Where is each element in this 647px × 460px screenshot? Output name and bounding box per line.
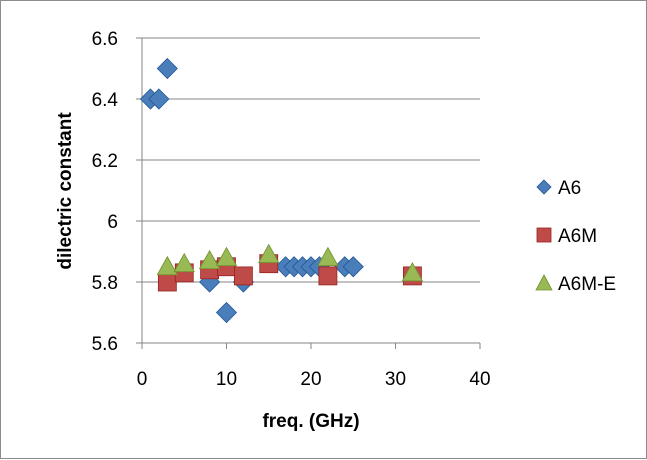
legend-marker	[536, 179, 552, 195]
legend-item: A6M	[536, 226, 597, 247]
data-point	[342, 256, 364, 278]
axes	[136, 37, 481, 349]
legend-item: A6M-E	[535, 274, 616, 295]
series-a6m-e	[156, 243, 424, 282]
data-point	[258, 243, 280, 263]
legend-item: A6	[536, 178, 581, 199]
x-tick-label: 40	[469, 369, 490, 390]
y-tick-label: 6.4	[92, 90, 119, 111]
legend-marker	[536, 227, 552, 243]
data-point	[215, 301, 238, 324]
data-point	[156, 255, 179, 276]
data-point	[198, 249, 221, 270]
y-tick-label: 5.6	[92, 334, 118, 355]
legend: A6 A6M A6M-E	[535, 178, 616, 295]
legend-label: A6	[558, 178, 581, 199]
data-point	[148, 88, 170, 110]
y-tick-label: 6.6	[92, 29, 118, 50]
data-point	[173, 252, 195, 273]
legend-label: A6M-E	[558, 274, 616, 295]
data-point	[157, 272, 177, 292]
data-point	[318, 266, 338, 286]
y-tick-label: 6	[107, 212, 118, 233]
tick-labels: 5.6 5.8 6 6.2 6.4 6.6 0 10 20 30 40	[92, 29, 491, 390]
x-axis-title: freq. (GHz)	[262, 411, 359, 432]
y-tick-label: 5.8	[92, 273, 118, 294]
x-tick-label: 0	[137, 369, 148, 390]
legend-label: A6M	[558, 226, 597, 247]
y-tick-label: 6.2	[92, 151, 118, 172]
legend-marker	[535, 274, 553, 291]
y-axis-title: dilectric constant	[55, 112, 76, 270]
x-tick-label: 30	[385, 369, 406, 390]
x-tick-label: 10	[216, 369, 237, 390]
data-point	[233, 266, 253, 286]
x-tick-label: 20	[300, 369, 321, 390]
gridlines	[142, 37, 480, 283]
data-point	[215, 246, 238, 267]
data-point	[401, 262, 424, 282]
data-point	[317, 246, 339, 267]
data-series	[139, 57, 424, 324]
data-point	[156, 57, 178, 80]
